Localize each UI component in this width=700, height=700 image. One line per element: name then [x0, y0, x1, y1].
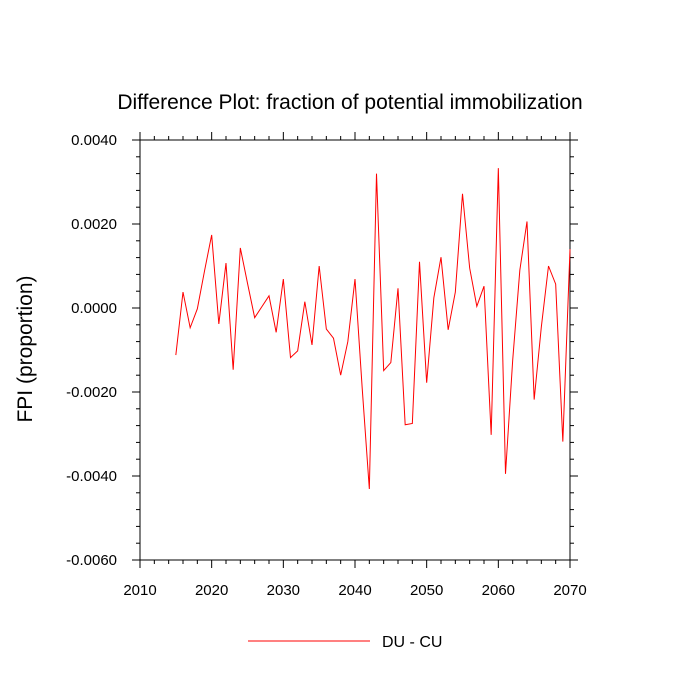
y-tick-label: 0.0020	[71, 216, 117, 233]
axis-ticks	[132, 132, 578, 568]
plot-frame	[139, 139, 571, 561]
x-tick-labels: 2010 2020 2030 2040 2050 2060 2070	[123, 582, 586, 599]
legend-label: DU - CU	[382, 634, 442, 651]
chart-title: Difference Plot: fraction of potential i…	[117, 91, 582, 114]
x-tick-label: 2030	[267, 582, 300, 599]
x-tick-label: 2020	[195, 582, 228, 599]
x-tick-label: 2050	[410, 582, 443, 599]
y-tick-label: -0.0040	[66, 468, 117, 485]
y-tick-label: -0.0060	[66, 552, 117, 569]
x-tick-label: 2010	[123, 582, 156, 599]
legend: DU - CU	[248, 634, 442, 651]
x-tick-label: 2040	[338, 582, 371, 599]
y-tick-label: -0.0020	[66, 384, 117, 401]
x-tick-label: 2070	[553, 582, 586, 599]
series-line-du-cu	[175, 168, 571, 490]
y-tick-labels: 0.0040 0.0020 0.0000 -0.0020 -0.0040 -0.0060	[66, 132, 117, 569]
y-tick-label: 0.0040	[71, 132, 117, 149]
x-tick-label: 2060	[482, 582, 515, 599]
y-tick-label: 0.0000	[71, 300, 117, 317]
y-axis-label: FPI (proportion)	[14, 275, 37, 422]
